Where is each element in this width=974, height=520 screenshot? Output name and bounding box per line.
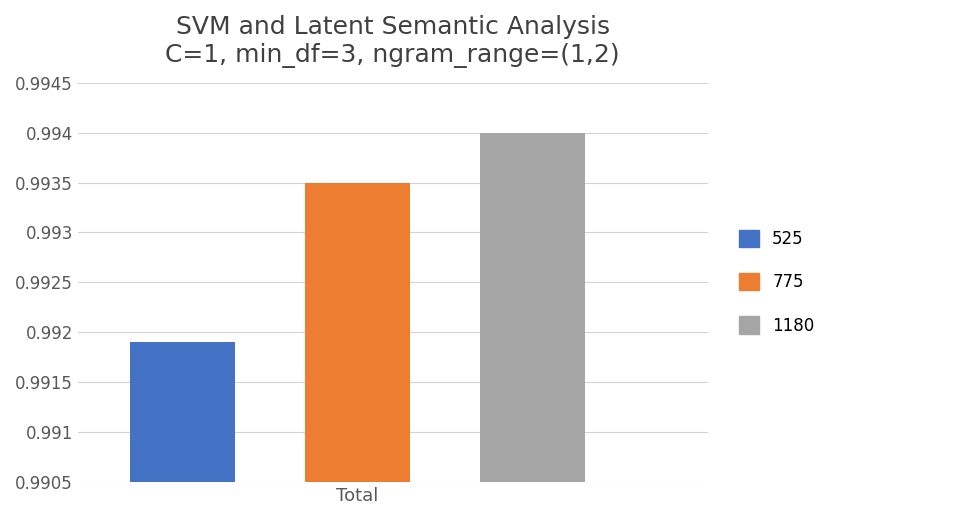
Bar [480, 133, 585, 520]
Bar [131, 342, 235, 520]
Legend: 525, 775, 1180: 525, 775, 1180 [722, 214, 831, 352]
Title: SVM and Latent Semantic Analysis
C=1, min_df=3, ngram_range=(1,2): SVM and Latent Semantic Analysis C=1, mi… [166, 15, 620, 68]
Bar [305, 183, 410, 520]
